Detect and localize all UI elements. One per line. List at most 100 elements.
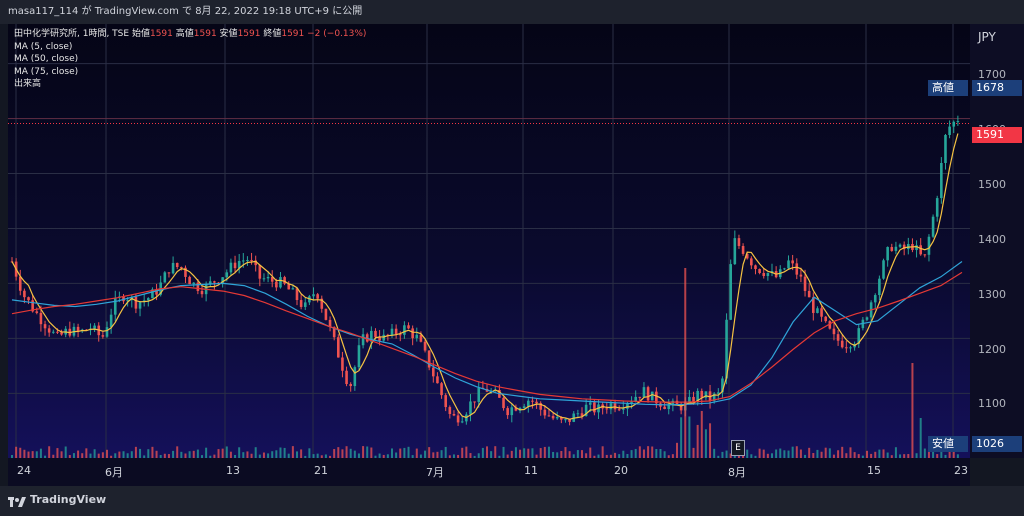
- candle-body: [807, 290, 811, 298]
- candle-body: [126, 300, 129, 302]
- price-scale[interactable]: JPY 1700 1600 1500 1400 1300 1200 1100: [970, 24, 1024, 458]
- volume-bar: [787, 450, 790, 458]
- volume-bar: [39, 448, 42, 458]
- time-tick: 24: [17, 464, 31, 477]
- volume-bar: [366, 446, 369, 458]
- candle-body: [745, 253, 749, 259]
- volume-bar: [329, 455, 332, 458]
- volume-bar: [688, 416, 691, 458]
- volume-bar: [927, 449, 930, 458]
- candle-body: [725, 319, 728, 379]
- high-value: 1678: [972, 80, 1022, 96]
- volume-bar: [655, 448, 658, 458]
- candle-body: [799, 274, 803, 277]
- volume-bar: [663, 451, 666, 458]
- candle-body: [370, 330, 373, 342]
- volume-bar: [267, 453, 270, 458]
- publisher-name[interactable]: masa117_114: [8, 6, 79, 17]
- candle-body: [448, 407, 452, 414]
- volume-bar: [692, 447, 695, 458]
- price-tick: 1200: [978, 343, 1006, 356]
- low-label: 安値: [928, 436, 968, 452]
- volume-bar: [828, 448, 831, 458]
- volume-bar: [184, 453, 187, 458]
- legend-symbol[interactable]: 田中化学研究所, 1時間, TSE: [14, 29, 130, 39]
- earnings-marker[interactable]: E: [731, 440, 745, 456]
- price-tick: 1400: [978, 233, 1006, 246]
- candle-body: [506, 408, 509, 416]
- candle-body: [882, 260, 885, 279]
- volume-bar: [581, 450, 583, 458]
- candle-body: [787, 260, 790, 269]
- volume-bar: [523, 448, 526, 458]
- volume-bar: [209, 455, 212, 458]
- price-tick: 1700: [978, 68, 1006, 81]
- legend-open-label: 始値: [131, 29, 150, 39]
- candle-body: [737, 238, 741, 246]
- legend-ma5[interactable]: MA (5, close): [14, 41, 73, 52]
- candle-body: [836, 334, 840, 341]
- volume-bar: [568, 451, 571, 458]
- candle-body: [630, 401, 633, 404]
- volume-bar: [746, 449, 749, 458]
- legend-ma50[interactable]: MA (50, close): [14, 54, 79, 64]
- candle-body: [915, 245, 918, 251]
- volume-bar: [176, 446, 179, 458]
- volume-bar: [403, 447, 406, 458]
- volume-bar: [564, 447, 567, 458]
- volume-bar: [444, 446, 447, 458]
- candle-body: [279, 277, 282, 288]
- volume-bar: [956, 454, 959, 458]
- volume-bar: [101, 452, 104, 458]
- tradingview-logo-icon[interactable]: [8, 494, 26, 513]
- candle-body: [613, 403, 617, 410]
- volume-bar: [651, 446, 654, 458]
- chart-pane[interactable]: 田中化学研究所, 1時間, TSE 始値1591 高値1591 安値1591 終…: [8, 24, 970, 458]
- legend-volume[interactable]: 出来高: [14, 79, 42, 89]
- volume-bar: [452, 454, 455, 458]
- candle-body: [460, 421, 464, 423]
- legend-close: 1591: [281, 29, 305, 39]
- ma75-line: [11, 271, 963, 403]
- candle-body: [353, 367, 357, 387]
- candle-body: [167, 272, 171, 274]
- volume-bar: [948, 447, 951, 458]
- candle-body: [411, 328, 414, 339]
- candle-body: [824, 316, 827, 322]
- volume-bar: [68, 455, 71, 458]
- candle-body: [547, 415, 551, 417]
- candle-body: [527, 400, 530, 407]
- volume-bar: [424, 450, 427, 458]
- candle-body: [469, 401, 472, 415]
- candle-body: [795, 263, 799, 275]
- candle-body: [923, 254, 927, 256]
- tradingview-brand[interactable]: TradingView: [30, 493, 107, 506]
- volume-bar: [386, 454, 389, 458]
- volume-bar: [85, 448, 88, 458]
- volume-bar: [543, 446, 546, 458]
- candle-body: [696, 390, 699, 403]
- candle-body: [229, 262, 233, 273]
- legend-ma75[interactable]: MA (75, close): [14, 66, 79, 77]
- volume-bar: [143, 455, 146, 458]
- candle-body: [39, 312, 43, 325]
- candle-body: [754, 265, 757, 270]
- volume-bar: [201, 455, 203, 458]
- candle-body: [531, 400, 534, 402]
- candle-body: [345, 370, 348, 385]
- site-name[interactable]: TradingView.com: [94, 6, 179, 17]
- candle-body: [105, 327, 109, 337]
- candle-body: [543, 409, 547, 416]
- time-scale[interactable]: 24 6月 13 21 7月 11 20 8月 15 23: [8, 458, 970, 486]
- candle-body: [93, 325, 96, 329]
- volume-bar: [676, 442, 678, 458]
- candle-body: [43, 324, 47, 329]
- legend-high: 1591: [193, 29, 217, 39]
- volume-bar: [345, 446, 348, 458]
- chart-canvas[interactable]: [8, 24, 970, 458]
- candle-body: [320, 298, 324, 309]
- candle-body: [576, 413, 580, 415]
- candle-body: [419, 334, 423, 342]
- candle-body: [473, 401, 476, 403]
- candle-body: [944, 134, 947, 164]
